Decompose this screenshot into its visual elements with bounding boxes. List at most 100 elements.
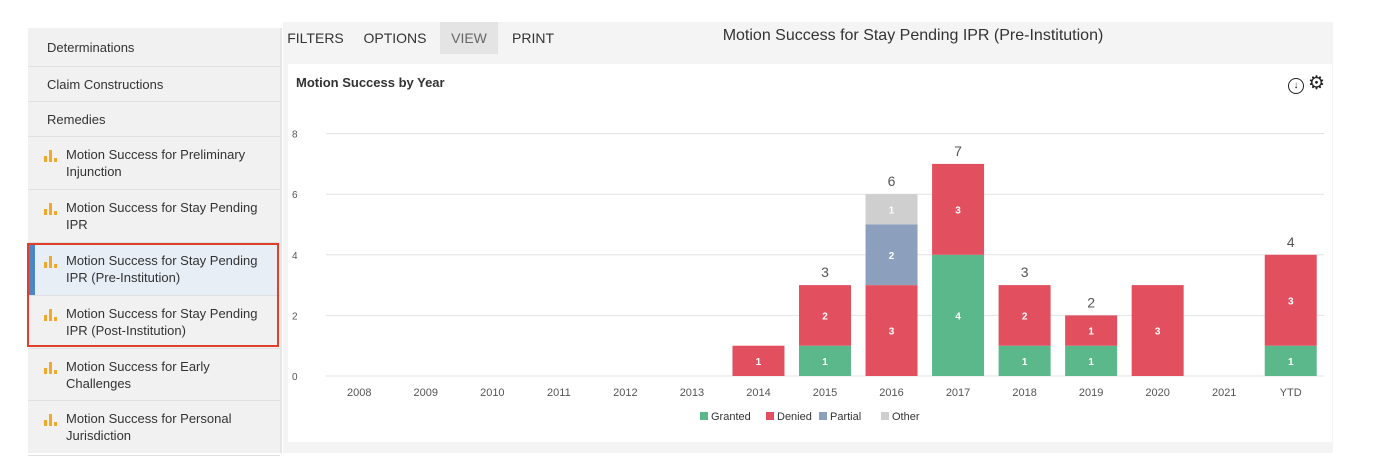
tab-print[interactable]: PRINT xyxy=(512,30,554,46)
sidebar-item-motion-success-for-stay-pending-ipr-post-institution[interactable]: Motion Success for Stay Pending IPR (Post… xyxy=(28,296,280,349)
x-tick-label: 2011 xyxy=(547,387,571,399)
sidebar-item-remedies[interactable]: Remedies xyxy=(28,102,280,137)
bar-value-label: 1 xyxy=(1088,357,1094,368)
selected-indicator xyxy=(28,243,35,295)
bar-segment-granted xyxy=(1065,345,1118,376)
bar-segment-granted xyxy=(932,254,985,376)
bar-chart-icon xyxy=(44,414,60,426)
bar-value-label: 2 xyxy=(822,311,828,322)
y-tick-label: 8 xyxy=(292,130,298,141)
x-tick-label: 2013 xyxy=(680,387,704,399)
x-tick-label: 2008 xyxy=(347,387,371,399)
bar-value-label: 4 xyxy=(955,311,961,322)
bar-segment-denied xyxy=(1065,315,1118,346)
bar-value-label: 1 xyxy=(1288,357,1294,368)
page-title: Motion Success for Stay Pending IPR (Pre… xyxy=(722,27,1104,44)
bar-segment-granted xyxy=(998,345,1051,376)
bar-chart-icon xyxy=(44,203,60,215)
x-tick-label: 2020 xyxy=(1145,387,1169,399)
gear-icon[interactable]: ⚙ xyxy=(1308,73,1326,94)
x-tick-label: 2017 xyxy=(946,387,970,399)
download-icon[interactable]: ↓ xyxy=(1288,78,1304,94)
y-tick-label: 4 xyxy=(292,251,298,262)
x-tick-label: YTD xyxy=(1280,387,1302,399)
bar-value-label: 3 xyxy=(889,327,895,338)
bar-total-label: 7 xyxy=(954,143,962,159)
bar-total-label: 3 xyxy=(1021,264,1029,280)
bar-value-label: 1 xyxy=(822,357,828,368)
bar-chart-icon xyxy=(44,150,60,162)
bar-value-label: 1 xyxy=(1088,327,1094,338)
sidebar-item-determinations[interactable]: Determinations xyxy=(28,28,280,67)
x-tick-label: 2016 xyxy=(879,387,903,399)
sidebar-item-label: Motion Success for Preliminary xyxy=(66,147,246,162)
bar-chart: 0 2 4 6 8 2008 2009 2010 2011 2012 2013 1 2014 1 2 3 201… xyxy=(292,130,1324,423)
bar-value-label: 1 xyxy=(1022,357,1028,368)
sidebar: Determinations Claim Constructions Remedie… xyxy=(28,28,280,456)
tab-filters[interactable]: FILTERS xyxy=(287,30,344,46)
bar-segment-other xyxy=(865,194,918,225)
bar-segment-denied xyxy=(932,163,985,255)
sidebar-item-motion-success-for-early-challenges[interactable]: Motion Success for Early Challenges xyxy=(28,349,280,401)
x-tick-label: 2012 xyxy=(613,387,637,399)
chart-card: 0 2 4 6 8 2008 2009 2010 2011 2012 2013 1 2014 1 2 3 201… xyxy=(288,64,1332,442)
sidebar-item-label: Motion Success for Stay Pending xyxy=(66,306,258,321)
main-panel: FILTERS OPTIONS VIEW PRINT Motion Succes… xyxy=(283,22,1333,453)
tab-options[interactable]: OPTIONS xyxy=(363,30,427,46)
x-tick-label: 2010 xyxy=(480,387,504,399)
sidebar-item-label: Motion Success for Stay Pending xyxy=(66,200,258,215)
legend-label: Denied xyxy=(777,411,812,423)
x-tick-label: 2021 xyxy=(1212,387,1236,399)
sidebar-divider xyxy=(280,28,282,453)
bar-total-label: 3 xyxy=(821,264,829,280)
x-tick-label: 2019 xyxy=(1079,387,1103,399)
bar-value-label: 3 xyxy=(1155,327,1161,338)
sidebar-item-label: IPR xyxy=(66,217,88,232)
bar-value-label: 1 xyxy=(889,205,895,216)
sidebar-item-motion-success-for-personal-jurisdiction[interactable]: Motion Success for Personal Jurisdiction xyxy=(28,401,280,456)
bar-chart-icon xyxy=(44,362,60,374)
legend-swatch-other xyxy=(881,412,889,420)
bar-chart-icon xyxy=(44,256,60,268)
bar-segment-denied xyxy=(799,285,851,346)
bar-value-label: 3 xyxy=(955,205,961,216)
bar-segment-denied xyxy=(732,345,785,376)
bar-value-label: 3 xyxy=(1288,296,1294,307)
y-tick-label: 6 xyxy=(292,190,298,201)
bar-segment-partial xyxy=(865,224,918,286)
x-tick-label: 2018 xyxy=(1012,387,1036,399)
legend-swatch-granted xyxy=(700,412,708,420)
x-tick-label: 2009 xyxy=(414,387,438,399)
bar-value-label: 2 xyxy=(1022,311,1028,322)
sidebar-item-label: IPR (Pre-Institution) xyxy=(66,270,181,285)
sidebar-item-label: Challenges xyxy=(66,376,132,391)
sidebar-item-label: Remedies xyxy=(47,112,106,127)
sidebar-item-motion-success-for-stay-pending-ipr-pre-institution[interactable]: Motion Success for Stay Pending IPR (Pre-… xyxy=(28,243,280,296)
legend-swatch-denied xyxy=(766,412,774,420)
bar-value-label: 1 xyxy=(756,357,762,368)
bar-segment-denied xyxy=(998,285,1051,346)
y-tick-label: 2 xyxy=(292,311,298,322)
bar-segment-denied xyxy=(1264,254,1317,346)
y-tick-label: 0 xyxy=(292,372,298,383)
tab-view[interactable]: VIEW xyxy=(440,22,498,54)
bar-segment-granted xyxy=(1264,345,1317,376)
sidebar-item-label: Claim Constructions xyxy=(47,77,164,92)
chart-title: Motion Success by Year xyxy=(296,75,445,90)
sidebar-item-label: Jurisdiction xyxy=(66,428,132,443)
legend-label: Other xyxy=(892,411,920,423)
legend-label: Partial xyxy=(830,411,861,423)
bar-total-label: 2 xyxy=(1087,294,1095,310)
bar-total-label: 6 xyxy=(888,173,896,189)
sidebar-item-claim-constructions[interactable]: Claim Constructions xyxy=(28,67,280,102)
sidebar-item-motion-success-for-stay-pending-ipr[interactable]: Motion Success for Stay Pending IPR xyxy=(28,190,280,243)
sidebar-item-motion-success-for-preliminary-injunction[interactable]: Motion Success for Preliminary Injunction xyxy=(28,137,280,190)
legend-label: Granted xyxy=(711,411,751,423)
sidebar-item-label: Motion Success for Stay Pending xyxy=(66,253,258,268)
bar-segment-denied xyxy=(865,285,918,376)
sidebar-item-label: Motion Success for Personal xyxy=(66,411,232,426)
bar-value-label: 2 xyxy=(889,251,895,262)
sidebar-item-label: Motion Success for Early xyxy=(66,359,210,374)
bar-total-label: 4 xyxy=(1287,234,1295,250)
bar-chart-icon xyxy=(44,309,60,321)
